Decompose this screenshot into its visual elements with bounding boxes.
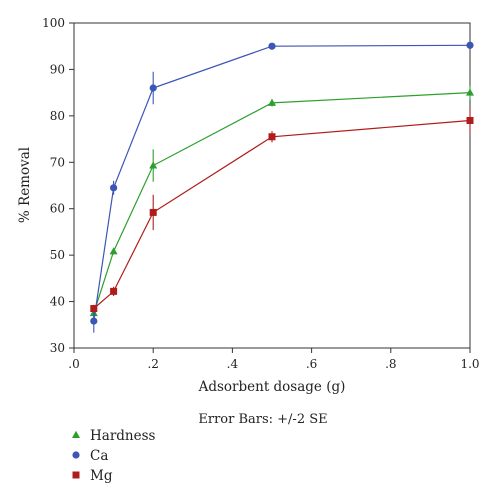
y-tick-label: 70 (50, 155, 65, 169)
legend-label: Mg (90, 468, 113, 484)
y-tick-label: 60 (50, 202, 65, 216)
plot-frame (73, 22, 471, 349)
y-tick-label: 40 (50, 295, 65, 309)
data-point (149, 161, 158, 169)
legend-item: Ca (72, 448, 108, 464)
data-point (90, 317, 98, 325)
data-point (109, 247, 118, 255)
data-point (466, 117, 474, 124)
data-point (466, 88, 474, 96)
data-point (268, 98, 276, 106)
x-tick-label: .8 (385, 357, 396, 371)
x-axis: .0 .2 .4 .6 .8 1.0 (68, 348, 480, 371)
error-bar-note: Error Bars: +/-2 SE (198, 412, 327, 427)
y-tick-label: 80 (50, 109, 65, 123)
legend-label: Ca (90, 448, 108, 464)
legend-item: Hardness (72, 428, 156, 444)
legend: Hardness Ca Mg (72, 428, 156, 484)
legend-label: Hardness (90, 428, 156, 444)
data-point (268, 42, 276, 50)
y-tick-label: 30 (50, 341, 65, 355)
y-tick-label: 50 (50, 248, 65, 262)
x-tick-label: .4 (227, 357, 239, 371)
legend-marker (72, 430, 80, 438)
x-tick-label: .0 (68, 357, 79, 371)
legend-marker (72, 471, 80, 479)
x-tick-label: .6 (306, 357, 317, 371)
series-mg (90, 108, 474, 313)
data-point (268, 133, 276, 141)
legend-item: Mg (72, 468, 113, 484)
y-axis-title: % Removal (17, 147, 33, 223)
x-tick-label: .2 (147, 357, 158, 371)
data-point (149, 84, 157, 92)
data-point (149, 208, 157, 216)
x-axis-title: Adsorbent dosage (g) (198, 379, 346, 395)
y-axis: 30 40 50 60 70 80 90 100 (42, 16, 74, 355)
data-point (110, 184, 118, 192)
series-ca (90, 41, 474, 333)
x-tick-label: 1.0 (460, 357, 479, 371)
data-point (466, 41, 474, 49)
data-point (110, 287, 118, 295)
y-tick-label: 100 (42, 16, 65, 30)
legend-marker (72, 451, 80, 459)
series-layer (89, 41, 474, 333)
series-hardness (89, 85, 474, 318)
y-tick-label: 90 (50, 62, 65, 76)
data-point (90, 305, 98, 313)
